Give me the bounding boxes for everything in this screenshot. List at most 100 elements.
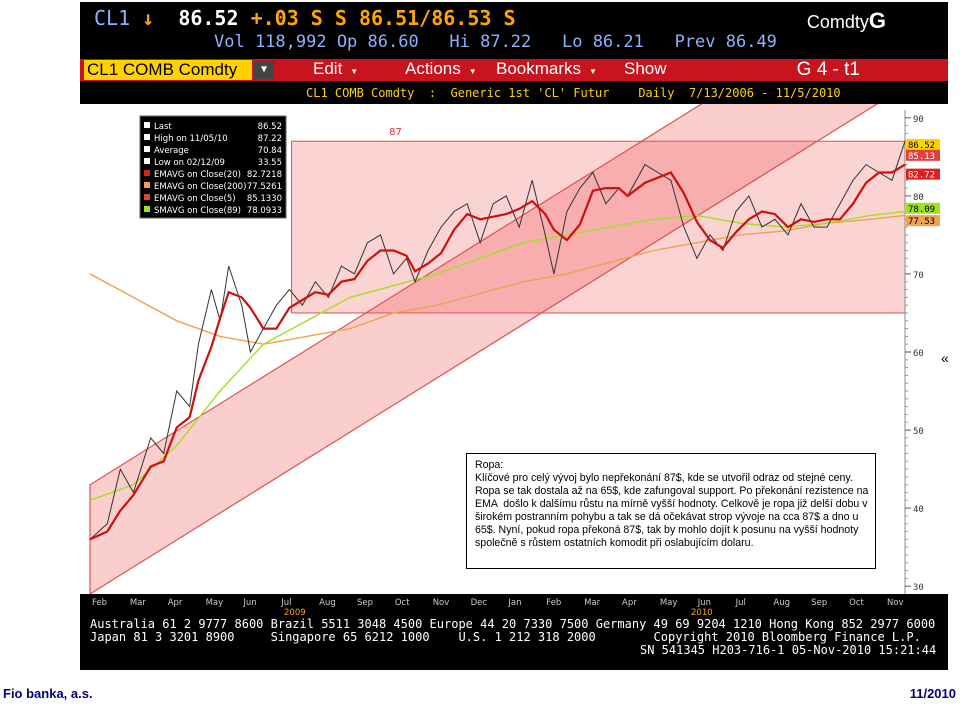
x-tick-label: Jul (735, 598, 746, 608)
bloomberg-terminal: CL1 ↓ 86.52 +.03 S S 86.51/86.53 S Comdt… (80, 2, 948, 670)
footer-brand: Fio banka, a.s. (3, 686, 93, 701)
bid-ask: S S 86.51/86.53 S (310, 6, 516, 30)
y-tick-label: 30 (913, 583, 924, 593)
collapse-icon[interactable]: « (941, 350, 949, 366)
y-tick-label: 40 (913, 505, 924, 515)
page-indicator: G 4 - t1 (796, 59, 860, 80)
annotation-text: Ropa: Klíčové pro celý vývoj bylo nepřek… (475, 459, 869, 549)
legend-value: 82.7218 (247, 170, 282, 180)
legend-value: 86.52 (258, 122, 282, 132)
menu-bookmarks[interactable]: Bookmarks ▼ (496, 59, 597, 81)
footer-date: 11/2010 (909, 686, 956, 701)
legend-swatch (144, 170, 150, 176)
legend-box (139, 115, 287, 219)
legend-swatch (144, 182, 150, 188)
legend-value: 87.22 (258, 134, 282, 144)
axis-tag-bg (906, 149, 940, 161)
axis-tag-bg (906, 138, 940, 150)
x-tick-label: Jan (507, 598, 521, 608)
last-price: 86.52 (178, 6, 239, 30)
ticker[interactable]: CL1 (94, 6, 131, 30)
x-tick-label: Oct (395, 598, 410, 608)
y-tick-label: 80 (913, 193, 924, 203)
x-tick-label: May (206, 598, 224, 608)
legend-label: EMAVG on Close(20) (154, 170, 241, 180)
price-level-label: 87 (389, 127, 402, 138)
x-tick-label: Jul (280, 598, 291, 608)
market-label: Comdty (806, 12, 869, 32)
menu-bookmarks-label: Bookmarks (496, 59, 582, 78)
dropdown-arrow-icon[interactable]: ▼ (254, 61, 274, 79)
legend-swatch (144, 206, 150, 212)
x-tick-label: Mar (130, 598, 147, 608)
axis-tag-value: 82.72 (908, 171, 935, 181)
y-tick-label: 60 (913, 349, 924, 359)
legend-label: Last (154, 122, 172, 132)
legend-label: EMAVG on Close(200) (154, 182, 246, 192)
legend-label: Low on 02/12/09 (154, 158, 225, 168)
axis-tag-bg (906, 168, 940, 180)
legend-swatch (144, 122, 150, 128)
security-field[interactable]: CL1 COMB Comdty (84, 60, 252, 80)
x-tick-label: Oct (849, 598, 864, 608)
y-tick-label: 70 (913, 271, 924, 281)
chart-subtitle: CL1 COMB Comdty : Generic 1st 'CL' Futur… (306, 86, 841, 100)
x-tick-label: Dec (471, 598, 488, 608)
x-tick-label: Feb (546, 598, 561, 608)
legend-swatch (144, 146, 150, 152)
year-label: 2010 (691, 608, 713, 616)
market-g: G (868, 8, 886, 33)
legend-swatch (144, 134, 150, 140)
axis-tag-bg (906, 202, 940, 214)
footer-line-1: Australia 61 2 9777 8600 Brazil 5511 304… (90, 617, 936, 631)
ema20-line (89, 163, 906, 541)
menu-edit[interactable]: Edit ▼ (313, 59, 358, 81)
legend-value: 85.1330 (247, 194, 282, 204)
x-tick-label: Sep (357, 598, 373, 608)
price-chart: 304050607080908786.5285.1382.7278.0977.5… (80, 104, 948, 616)
market-sector: ComdtyG (807, 8, 886, 34)
legend-value: 77.5261 (247, 182, 282, 192)
x-tick-label: Aug (319, 598, 336, 608)
x-tick-label: Feb (92, 598, 107, 608)
x-tick-label: Apr (168, 598, 183, 608)
x-tick-label: Aug (773, 598, 790, 608)
legend-label: Average (154, 146, 189, 156)
x-tick-label: Nov (433, 598, 450, 608)
y-tick-label: 90 (913, 115, 924, 125)
x-tick-label: Jun (697, 598, 711, 608)
chevron-down-icon: ▼ (589, 67, 597, 76)
quote-stats: Vol 118,992 Op 86.60 Hi 87.22 Lo 86.21 P… (214, 32, 777, 52)
axis-tag-bg (906, 215, 940, 227)
menu-actions-label: Actions (405, 59, 461, 78)
x-axis-strip (80, 594, 948, 616)
legend-label: EMAVG on Close(5) (154, 194, 236, 204)
x-tick-label: Apr (622, 598, 637, 608)
chevron-down-icon: ▼ (350, 67, 359, 76)
legend-value: 78.0933 (247, 206, 282, 216)
toolbar: CL1 COMB Comdty ▼ Edit ▼ Actions ▼ Bookmar… (80, 59, 948, 81)
legend-label: High on 11/05/10 (154, 134, 228, 144)
axis-tag-value: 86.52 (908, 141, 935, 151)
axis-tag-value: 78.09 (908, 205, 935, 215)
legend-swatch (144, 194, 150, 200)
axis-tag-value: 77.53 (908, 217, 935, 227)
ma-line-emavg-on-close-200- (89, 214, 906, 345)
menu-edit-label: Edit (313, 59, 343, 78)
x-tick-label: May (660, 598, 678, 608)
x-tick-label: Sep (811, 598, 827, 608)
footer-line-3: SN 541345 H203-716-1 05-Nov-2010 15:21:4… (640, 643, 937, 657)
x-tick-label: Mar (584, 598, 601, 608)
y-axis-area (905, 104, 948, 616)
legend-swatch (144, 158, 150, 164)
footer-line-2: Japan 81 3 3201 8900 Singapore 65 6212 1… (90, 630, 921, 644)
annotation-box: Ropa: Klíčové pro celý vývoj bylo nepřek… (466, 453, 876, 569)
menu-show-label: Show (624, 59, 667, 78)
ma-line-smavg-on-close-89- (89, 210, 906, 501)
rising-channel (89, 104, 879, 596)
menu-show[interactable]: Show (624, 59, 667, 81)
legend-label: SMAVG on Close(89) (154, 206, 241, 216)
down-arrow-icon: ↓ (142, 6, 155, 30)
year-label: 2009 (284, 608, 306, 616)
menu-actions[interactable]: Actions ▼ (405, 59, 477, 81)
